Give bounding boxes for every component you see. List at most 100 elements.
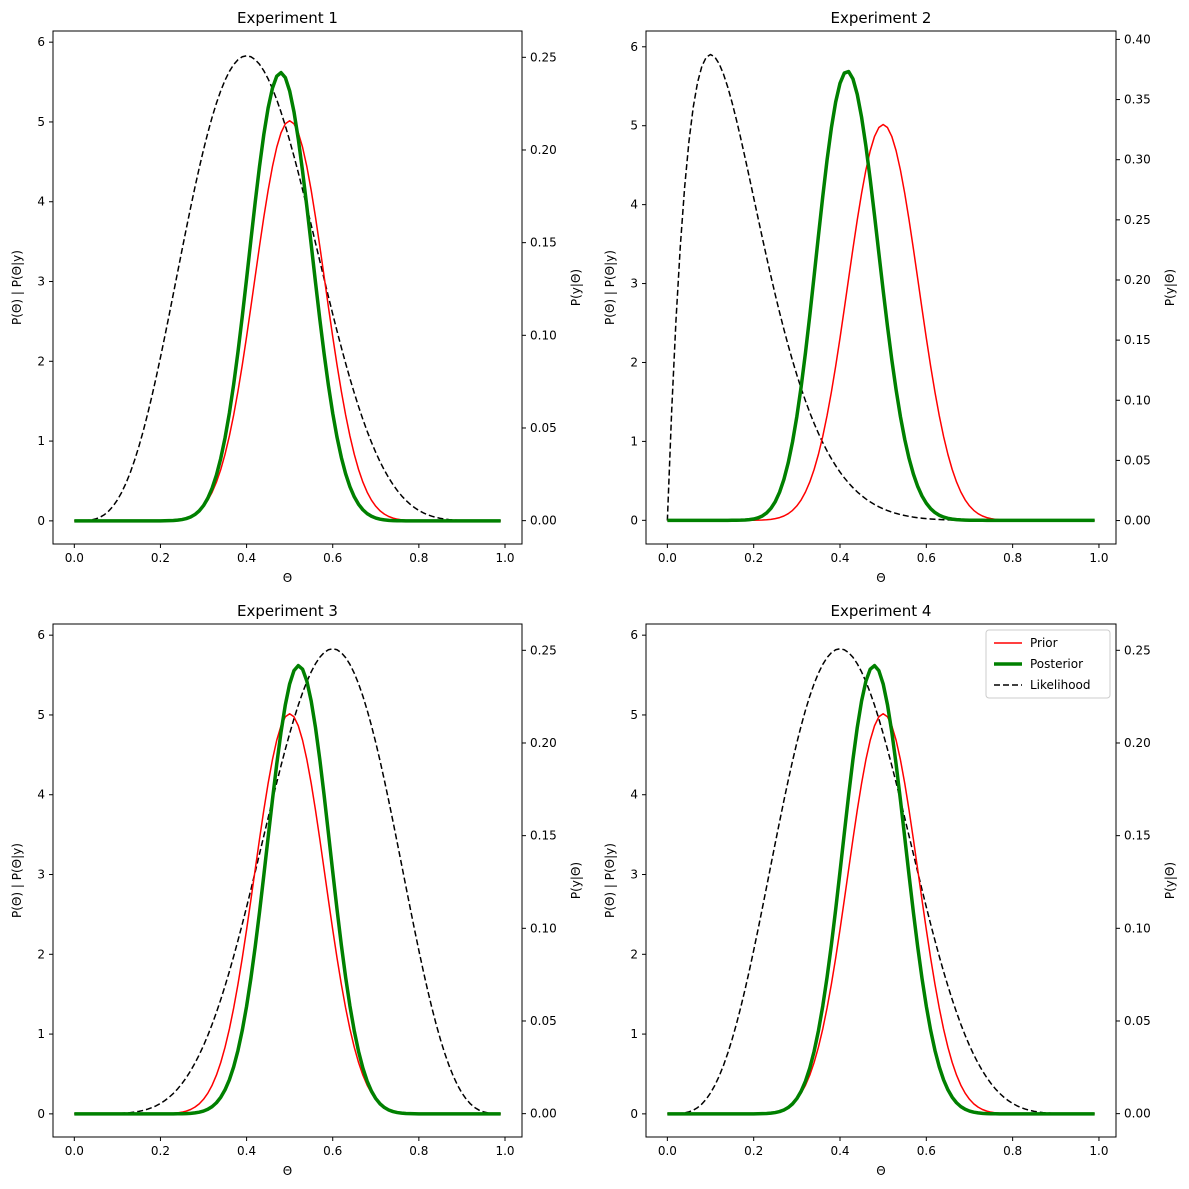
x-tick-label: 1.0 [495,1144,514,1158]
y-left-axis-label: P(Θ) | P(Θ|y) [10,843,24,918]
subplot-title: Experiment 4 [831,602,932,620]
y-right-tick-label: 0.15 [1124,333,1151,347]
y-left-tick-label: 0 [37,1107,45,1121]
y-right-tick-label: 0.05 [1124,1014,1151,1028]
y-right-tick-label: 0.00 [1124,1107,1151,1121]
y-left-tick-label: 4 [37,195,45,209]
x-tick-label: 0.6 [917,1144,936,1158]
subplot-4: 0.0 0.2 0.4 0.6 0.8 1.0 0 1 2 3 4 5 6 0.00 0.05 0.10 0.1… [603,602,1177,1178]
subplot-title: Experiment 2 [831,9,932,27]
x-tick-label: 0.0 [658,551,677,565]
y-right-tick-label: 0.40 [1124,32,1151,46]
x-tick-label: 0.8 [1003,1144,1022,1158]
likelihood-line [667,648,1095,1115]
y-right-tick-label: 0.20 [530,143,557,157]
y-left-tick-label: 0 [630,1107,638,1121]
likelihood-line [74,55,501,522]
posterior-line [74,663,501,1116]
x-tick-label: 0.0 [658,1144,677,1158]
legend-likelihood-label: Likelihood [1030,678,1091,692]
y-right-tick-label: 0.05 [530,1014,557,1028]
axes-frame [52,30,523,545]
subplot-2: 0.0 0.2 0.4 0.6 0.8 1.0 0 1 2 3 4 5 6 0.00 0.05 0.10 0.1… [603,9,1177,585]
x-axis-label: Θ [876,571,885,585]
y-right-tick-label: 0.20 [1124,273,1151,287]
y-left-axis-label: P(Θ) | P(Θ|y) [603,250,617,325]
likelihood-line [74,648,501,1115]
subplot-3: 0.0 0.2 0.4 0.6 0.8 1.0 0 1 2 3 4 5 6 0.00 0.05 0.10 0.1… [10,602,583,1178]
x-tick-label: 0.0 [65,1144,84,1158]
y-right-tick-label: 0.25 [1124,213,1151,227]
x-tick-label: 0.2 [151,1144,170,1158]
y-left-tick-label: 4 [630,788,638,802]
y-left-axis-label: P(Θ) | P(Θ|y) [603,843,617,918]
y-left-tick-label: 3 [630,277,638,291]
y-right-tick-label: 0.15 [1124,829,1151,843]
axes-frame [52,623,523,1138]
y-left-tick-label: 3 [37,868,45,882]
prior-line [74,713,501,1115]
axes-frame [645,30,1117,545]
y-left-tick-label: 2 [37,354,45,368]
y-left-tick-label: 5 [630,119,638,133]
likelihood-line [666,53,1095,522]
plot-area [667,648,1095,1116]
x-tick-label: 0.2 [151,551,170,565]
legend-prior-label: Prior [1030,636,1058,650]
x-axis-label: Θ [283,1164,292,1178]
y-right-tick-label: 0.10 [530,328,557,342]
x-tick-label: 0.6 [917,551,936,565]
y-left-tick-label: 1 [37,1027,45,1041]
y-right-axis-label: P(y|Θ) [1163,269,1177,306]
y-right-axis-label: P(y|Θ) [1163,862,1177,899]
y-right-tick-label: 0.25 [530,50,557,64]
x-tick-label: 0.2 [744,551,763,565]
y-left-tick-label: 6 [37,35,45,49]
subplot-1: 0.0 0.2 0.4 0.6 0.8 1.0 0 1 2 3 4 5 6 0.00 0.05 0.10 0.1… [10,9,583,585]
y-right-tick-label: 0.15 [530,829,557,843]
posterior-line [667,663,1095,1116]
y-left-tick-label: 4 [37,788,45,802]
y-right-tick-label: 0.30 [1124,153,1151,167]
x-tick-label: 0.6 [323,551,342,565]
y-left-tick-label: 6 [37,628,45,642]
y-right-tick-label: 0.00 [530,514,557,528]
y-right-tick-label: 0.10 [1124,921,1151,935]
x-tick-label: 1.0 [1089,1144,1108,1158]
y-right-tick-label: 0.15 [530,236,557,250]
x-tick-label: 0.4 [830,551,849,565]
y-left-tick-label: 0 [630,513,638,527]
prior-line [667,713,1095,1115]
y-right-tick-label: 0.10 [1124,393,1151,407]
y-left-tick-label: 0 [37,514,45,528]
axes-frame [645,623,1117,1138]
y-right-axis-label: P(y|Θ) [569,269,583,306]
x-tick-label: 1.0 [495,551,514,565]
y-right-tick-label: 0.10 [530,921,557,935]
subplot-title: Experiment 1 [237,9,338,27]
y-right-tick-label: 0.00 [1124,514,1151,528]
y-right-tick-label: 0.25 [530,643,557,657]
y-right-tick-label: 0.05 [530,421,557,435]
subplot-title: Experiment 3 [237,602,338,620]
y-left-tick-label: 3 [630,868,638,882]
posterior-line [74,70,501,523]
y-left-tick-label: 5 [37,708,45,722]
y-left-tick-label: 2 [630,947,638,961]
y-left-tick-label: 5 [630,708,638,722]
y-right-tick-label: 0.20 [1124,736,1151,750]
x-tick-label: 0.4 [237,551,256,565]
y-left-tick-label: 1 [630,434,638,448]
prior-line [74,120,501,522]
x-tick-label: 0.8 [1003,551,1022,565]
legend: Prior Posterior Likelihood [985,629,1111,699]
x-axis-label: Θ [283,571,292,585]
prior-line [667,123,1095,522]
x-tick-label: 0.0 [65,551,84,565]
y-left-tick-label: 1 [630,1027,638,1041]
posterior-line [667,69,1095,523]
y-left-tick-label: 6 [630,40,638,54]
legend-box [985,629,1111,699]
y-right-axis-label: P(y|Θ) [569,862,583,899]
